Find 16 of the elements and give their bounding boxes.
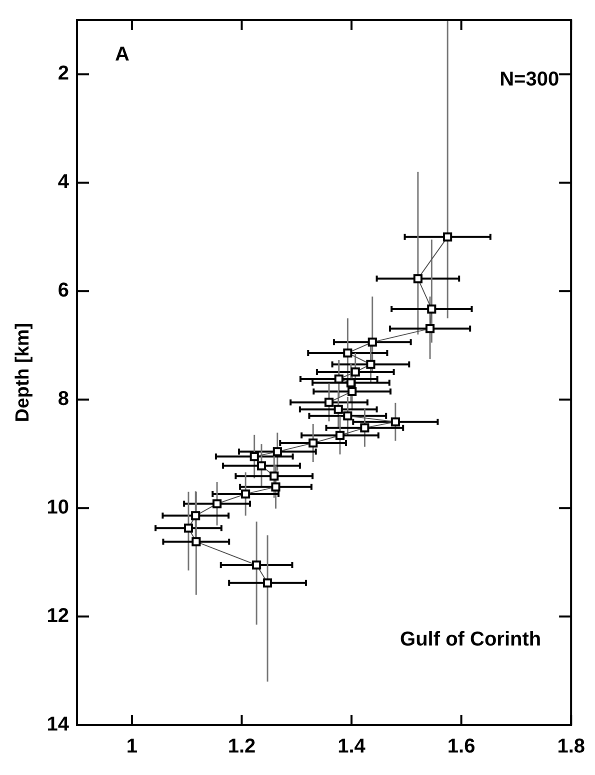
y-tick-label: 12 bbox=[46, 605, 70, 628]
y-tick-label: 10 bbox=[46, 496, 70, 519]
y-tick-label: 6 bbox=[58, 280, 70, 302]
x-tick-label: 1 bbox=[126, 736, 138, 758]
y-tick-label: 14 bbox=[46, 714, 70, 736]
y-tick-label: 8 bbox=[58, 388, 70, 410]
y-axis-title: Depth [km] bbox=[12, 322, 34, 422]
y-tick-label: 4 bbox=[58, 171, 70, 194]
x-tick-label: 1.8 bbox=[557, 736, 586, 758]
annotation: A bbox=[115, 44, 130, 66]
x-tick-label: 1.2 bbox=[228, 736, 256, 758]
x-tick-label: 1.6 bbox=[447, 736, 476, 758]
x-tick-label: 1.4 bbox=[338, 736, 366, 758]
y-tick-label: 2 bbox=[58, 62, 70, 85]
annotation: Gulf of Corinth bbox=[400, 628, 542, 651]
annotation: N=300 bbox=[500, 68, 560, 91]
